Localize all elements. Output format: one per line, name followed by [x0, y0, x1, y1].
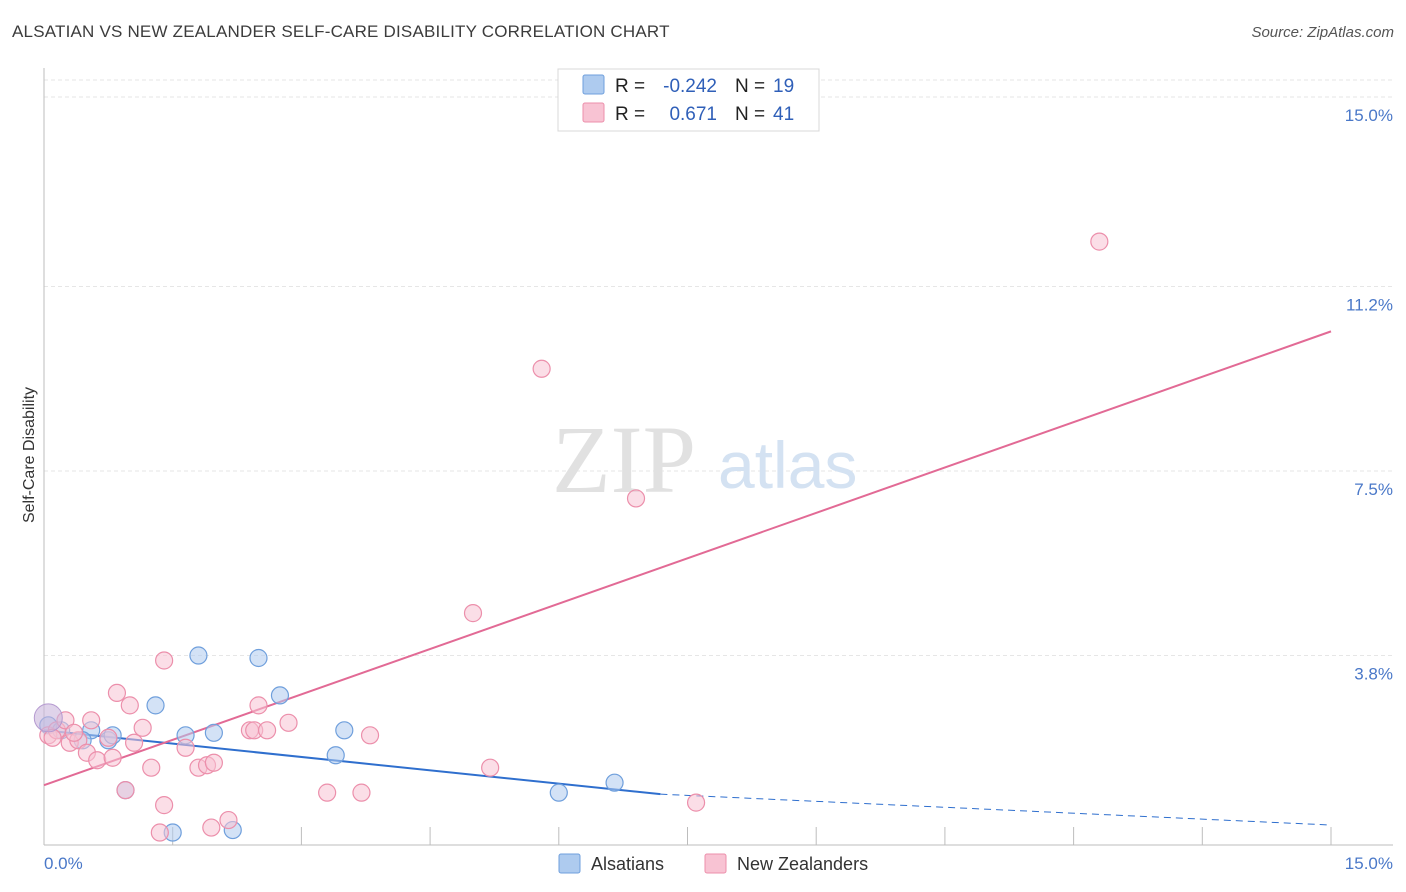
point-new-zealanders	[463, 604, 483, 623]
trend-line-new-zealanders	[43, 330, 1332, 787]
point-new-zealanders	[120, 696, 139, 715]
point-alsatians	[549, 783, 568, 802]
point-new-zealanders	[532, 359, 551, 378]
legend-swatch-new-zealanders	[582, 102, 605, 123]
point-new-zealanders	[279, 713, 298, 732]
point-new-zealanders	[155, 796, 174, 815]
point-new-zealanders	[150, 823, 169, 842]
legend-swatch-alsatians	[582, 74, 605, 95]
legend-n-value: 41	[773, 104, 794, 125]
axes: 3.8% 7.5% 11.2% 15.0% 0.0% 15.0%	[43, 68, 1393, 873]
watermark-atlas: atlas	[718, 428, 857, 502]
point-alsatians	[189, 646, 208, 665]
point-new-zealanders	[360, 726, 380, 745]
watermark: ZIP atlas	[552, 406, 857, 513]
x-tick-label: 15.0%	[1345, 854, 1393, 873]
point-new-zealanders	[99, 728, 118, 747]
y-tick-label: 3.8%	[1354, 665, 1393, 684]
point-new-zealanders	[124, 733, 144, 752]
legend-r-label: R =	[615, 76, 645, 97]
point-new-zealanders	[88, 751, 107, 770]
legend-r-value: -0.242	[663, 76, 717, 97]
point-alsatians	[270, 686, 290, 705]
legend-n-label: N =	[735, 76, 765, 97]
point-cluster	[33, 703, 63, 733]
point-new-zealanders	[155, 651, 174, 670]
point-new-zealanders	[352, 783, 371, 802]
bottom-legend: Alsatians New Zealanders	[558, 853, 868, 874]
y-axis-label: Self-Care Disability	[21, 387, 38, 523]
point-alsatians	[204, 723, 223, 742]
point-alsatians	[605, 773, 624, 792]
point-new-zealanders	[219, 810, 238, 830]
watermark-zip: ZIP	[552, 406, 696, 513]
point-new-zealanders	[204, 753, 223, 772]
bottom-legend-swatch-new-zealanders	[704, 853, 727, 874]
legend: R = -0.242 N = 19 R = 0.671 N = 41	[557, 68, 820, 132]
point-new-zealanders	[82, 711, 101, 730]
point-new-zealanders	[133, 718, 152, 737]
bottom-legend-label-alsatians: Alsatians	[591, 854, 664, 874]
bottom-legend-label-new-zealanders: New Zealanders	[737, 854, 868, 874]
bottom-legend-swatch-alsatians	[558, 853, 581, 874]
legend-n-value: 19	[773, 76, 794, 97]
chart-title: ALSATIAN VS NEW ZEALANDER SELF-CARE DISA…	[12, 22, 670, 41]
point-new-zealanders	[481, 758, 500, 777]
point-new-zealanders	[1090, 232, 1109, 251]
point-new-zealanders	[257, 721, 277, 740]
point-new-zealanders	[686, 793, 706, 812]
legend-r-label: R =	[615, 104, 645, 125]
gridlines	[44, 79, 1393, 657]
chart-source: Source: ZipAtlas.com	[1251, 24, 1394, 41]
point-new-zealanders	[103, 748, 122, 767]
point-new-zealanders	[64, 723, 84, 742]
point-alsatians	[326, 746, 345, 765]
point-new-zealanders	[142, 758, 161, 777]
point-alsatians	[146, 696, 165, 715]
trend-line-alsatians-extension	[660, 793, 1332, 826]
y-tick-label: 15.0%	[1345, 106, 1393, 125]
point-new-zealanders	[318, 783, 337, 802]
point-new-zealanders	[116, 781, 135, 800]
y-tick-label: 7.5%	[1354, 480, 1393, 499]
point-new-zealanders	[202, 818, 221, 837]
point-alsatians	[335, 721, 354, 740]
y-tick-label: 11.2%	[1346, 295, 1393, 314]
legend-r-value: 0.671	[669, 104, 717, 125]
data-points	[33, 232, 1109, 842]
point-new-zealanders	[626, 489, 646, 508]
legend-n-label: N =	[735, 104, 765, 125]
trend-line-alsatians	[43, 729, 661, 796]
point-new-zealanders	[176, 738, 195, 757]
x-tick-label: 0.0%	[44, 854, 83, 873]
point-alsatians	[249, 648, 268, 668]
point-new-zealanders	[107, 683, 127, 703]
point-new-zealanders	[249, 696, 268, 715]
